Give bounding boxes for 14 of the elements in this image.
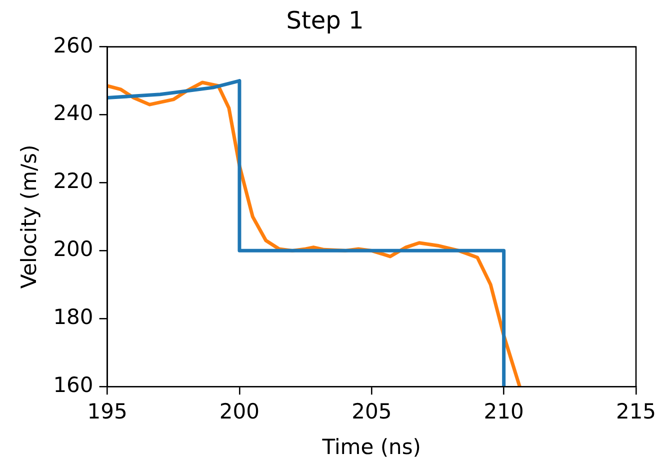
y-tick-label: 180	[53, 305, 94, 330]
x-tick-label: 205	[352, 400, 392, 424]
y-tick-label: 240	[53, 101, 94, 126]
y-axis-title: Velocity (m/s)	[17, 144, 42, 289]
x-axis-title: Time (ns)	[321, 434, 421, 459]
y-tick-label: 260	[53, 33, 94, 58]
y-tick-label: 200	[53, 237, 94, 262]
x-tick-label: 200	[219, 400, 260, 424]
y-tick-label: 160	[53, 373, 94, 398]
y-tick-label: 220	[53, 169, 94, 194]
chart-title: Step 1	[286, 6, 364, 35]
x-tick-label: 210	[484, 400, 524, 424]
x-tick-label: 195	[87, 400, 128, 424]
x-tick-label: 215	[616, 400, 656, 424]
